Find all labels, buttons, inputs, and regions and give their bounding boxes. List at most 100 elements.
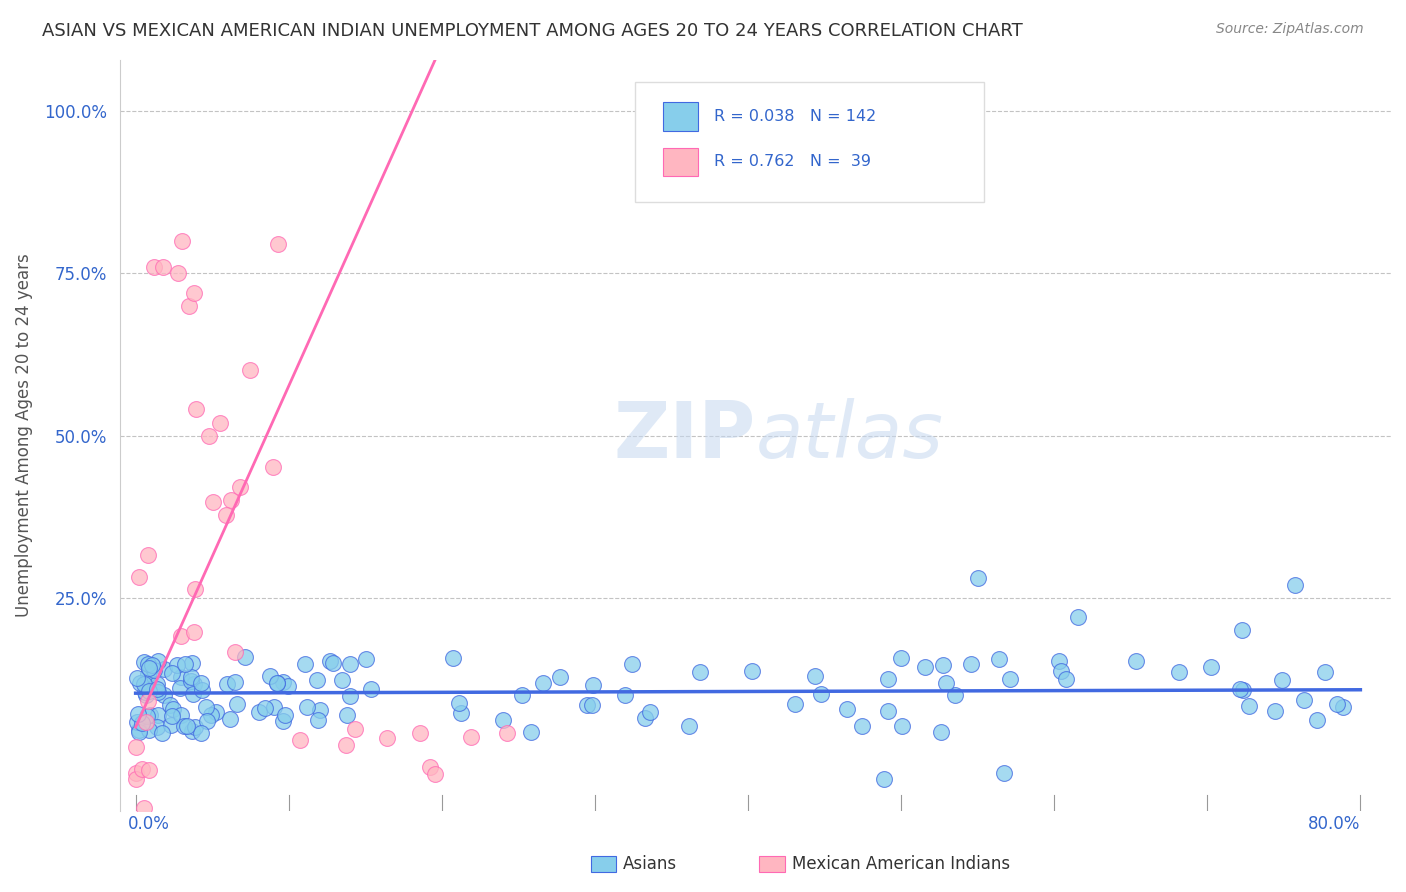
- Point: [200, 708, 222, 723]
- FancyBboxPatch shape: [636, 82, 984, 202]
- Point: [873, 772, 896, 786]
- Point: [1306, 714, 1329, 728]
- Point: [929, 725, 952, 739]
- Point: [247, 705, 270, 719]
- Point: [943, 688, 966, 702]
- Point: [935, 676, 957, 690]
- Point: [271, 675, 294, 690]
- Text: 80.0%: 80.0%: [1308, 814, 1361, 832]
- Text: atlas: atlas: [755, 398, 943, 474]
- Point: [993, 765, 1015, 780]
- Point: [169, 707, 191, 722]
- Point: [224, 645, 246, 659]
- Point: [136, 657, 159, 671]
- Point: [132, 677, 155, 691]
- Point: [531, 676, 554, 690]
- Text: Mexican American Indians: Mexican American Indians: [792, 855, 1010, 873]
- Point: [1054, 672, 1077, 686]
- Point: [138, 684, 160, 698]
- Point: [219, 493, 242, 508]
- Point: [142, 663, 165, 677]
- Point: [166, 658, 188, 673]
- Point: [160, 718, 183, 732]
- Point: [181, 687, 204, 701]
- Point: [266, 676, 288, 690]
- Point: [491, 713, 513, 727]
- Point: [520, 724, 543, 739]
- Point: [145, 677, 167, 691]
- Point: [254, 701, 277, 715]
- Point: [785, 697, 807, 711]
- Point: [959, 657, 981, 672]
- Point: [408, 726, 430, 740]
- Point: [339, 689, 361, 703]
- Point: [741, 664, 763, 678]
- Point: [146, 682, 169, 697]
- Point: [1326, 698, 1348, 712]
- Point: [835, 702, 858, 716]
- Point: [224, 675, 246, 690]
- Point: [138, 660, 160, 674]
- Point: [180, 723, 202, 738]
- Point: [228, 480, 250, 494]
- Point: [510, 688, 533, 702]
- Text: R = 0.762   N =  39: R = 0.762 N = 39: [714, 154, 870, 169]
- Point: [678, 719, 700, 733]
- Point: [170, 670, 193, 684]
- Point: [138, 763, 160, 777]
- Point: [335, 707, 357, 722]
- Point: [1315, 665, 1337, 679]
- Point: [183, 677, 205, 691]
- Point: [136, 709, 159, 723]
- Point: [330, 673, 353, 687]
- Point: [134, 685, 156, 699]
- Point: [233, 650, 256, 665]
- Point: [638, 705, 661, 719]
- Point: [581, 698, 603, 712]
- Point: [998, 672, 1021, 686]
- Point: [127, 706, 149, 721]
- Point: [689, 665, 711, 679]
- Point: [136, 694, 159, 708]
- Point: [1199, 660, 1222, 674]
- Point: [132, 655, 155, 669]
- Y-axis label: Unemployment Among Ages 20 to 24 years: Unemployment Among Ages 20 to 24 years: [15, 253, 32, 617]
- Point: [582, 677, 605, 691]
- Point: [1292, 693, 1315, 707]
- Point: [271, 714, 294, 728]
- Point: [425, 767, 447, 781]
- Point: [441, 651, 464, 665]
- Point: [136, 674, 159, 689]
- Point: [1167, 665, 1189, 679]
- Point: [160, 665, 183, 680]
- Point: [132, 801, 155, 815]
- Point: [152, 260, 174, 274]
- Point: [1049, 655, 1071, 669]
- Point: [621, 657, 644, 672]
- Text: ASIAN VS MEXICAN AMERICAN INDIAN UNEMPLOYMENT AMONG AGES 20 TO 24 YEARS CORRELAT: ASIAN VS MEXICAN AMERICAN INDIAN UNEMPLO…: [42, 22, 1024, 40]
- Point: [190, 726, 212, 740]
- Point: [162, 702, 184, 716]
- Point: [128, 676, 150, 690]
- Point: [208, 416, 231, 430]
- Point: [176, 719, 198, 733]
- Point: [128, 723, 150, 737]
- Point: [139, 707, 162, 722]
- Point: [169, 681, 191, 695]
- Point: [266, 676, 288, 690]
- Point: [152, 662, 174, 676]
- Point: [988, 651, 1011, 665]
- Point: [218, 712, 240, 726]
- Point: [851, 719, 873, 733]
- Point: [1232, 683, 1254, 698]
- Point: [170, 234, 193, 248]
- Point: [335, 738, 357, 752]
- Point: [274, 708, 297, 723]
- Point: [575, 698, 598, 712]
- Point: [239, 363, 262, 377]
- Point: [125, 715, 148, 730]
- Point: [932, 658, 955, 673]
- Point: [305, 673, 328, 687]
- Point: [297, 700, 319, 714]
- Point: [890, 651, 912, 665]
